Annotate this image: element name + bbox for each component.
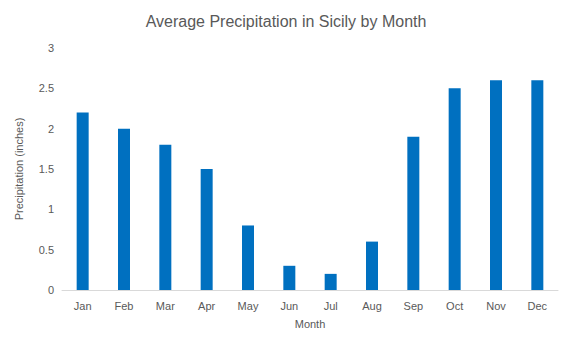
svg-text:Apr: Apr (198, 300, 215, 312)
svg-text:Dec: Dec (528, 300, 548, 312)
svg-text:Jul: Jul (324, 300, 338, 312)
svg-text:May: May (238, 300, 259, 312)
svg-text:Precipitation (inches): Precipitation (inches) (13, 118, 25, 221)
svg-text:Mar: Mar (156, 300, 175, 312)
svg-text:0: 0 (48, 284, 54, 296)
svg-text:2.5: 2.5 (39, 82, 54, 94)
svg-text:2: 2 (48, 123, 54, 135)
svg-text:Oct: Oct (446, 300, 463, 312)
svg-text:Jan: Jan (74, 300, 92, 312)
svg-text:1: 1 (48, 203, 54, 215)
svg-text:Nov: Nov (486, 300, 506, 312)
svg-text:Jun: Jun (280, 300, 298, 312)
svg-text:1.5: 1.5 (39, 163, 54, 175)
svg-text:Sep: Sep (404, 300, 424, 312)
svg-text:Aug: Aug (362, 300, 382, 312)
svg-text:3: 3 (48, 42, 54, 54)
svg-text:0.5: 0.5 (39, 244, 54, 256)
svg-text:Feb: Feb (115, 300, 134, 312)
svg-text:Month: Month (295, 318, 326, 330)
svg-text:Average Precipitation in Sicil: Average Precipitation in Sicily by Month (146, 13, 427, 30)
